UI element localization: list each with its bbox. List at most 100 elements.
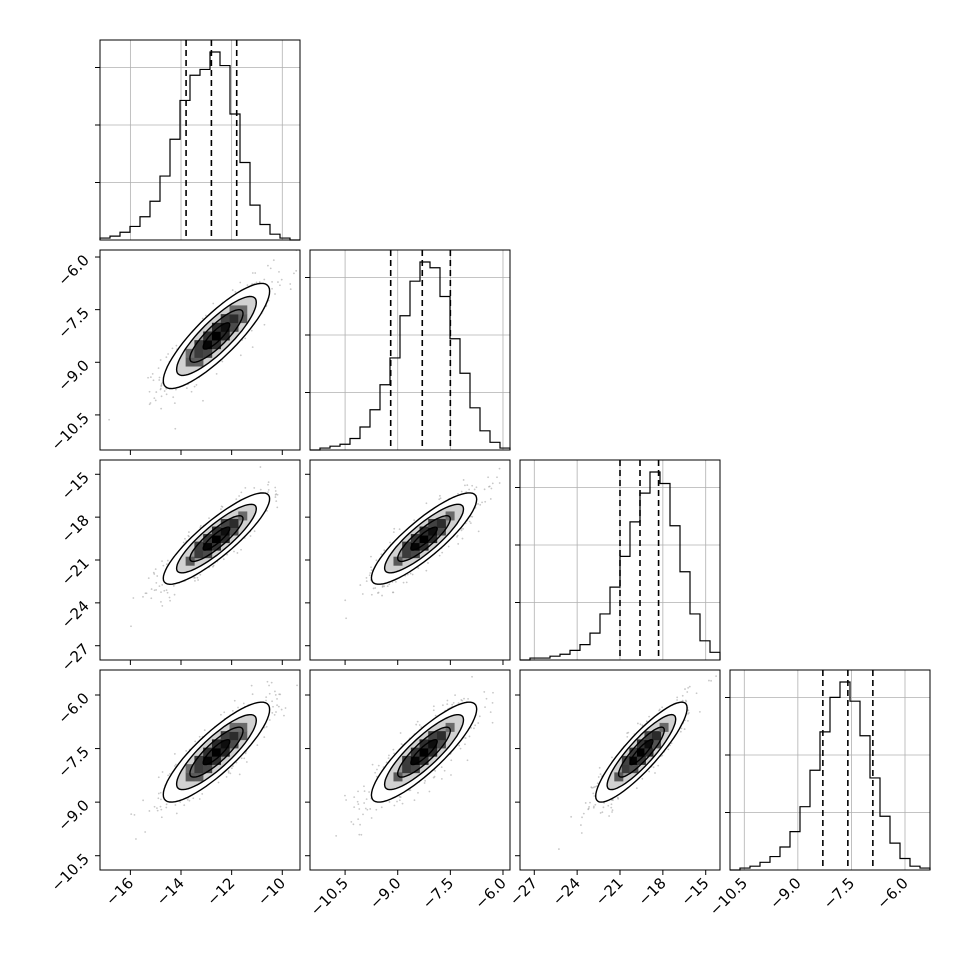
sample-point — [491, 701, 494, 704]
density-cell — [644, 747, 654, 757]
x-tick-label: −12 — [203, 874, 238, 909]
density-cell — [410, 549, 420, 559]
density-cell — [659, 722, 669, 732]
sample-point — [441, 704, 444, 707]
sample-point — [157, 792, 160, 795]
density-cell — [220, 747, 230, 757]
sample-point — [489, 711, 492, 713]
sample-point — [470, 727, 472, 729]
sample-point — [402, 581, 405, 584]
sample-point — [450, 774, 452, 776]
density-cell — [203, 534, 213, 544]
sample-point — [580, 832, 583, 834]
sample-point — [149, 376, 152, 379]
sample-point — [471, 675, 473, 678]
sample-point — [353, 796, 356, 798]
contour-line — [175, 714, 258, 791]
sample-point — [242, 702, 245, 705]
sample-point — [590, 786, 593, 789]
sample-point — [358, 833, 361, 836]
sample-point — [490, 487, 493, 490]
sample-point — [661, 754, 664, 757]
sample-point — [167, 774, 170, 777]
density-cell — [410, 541, 420, 551]
sample-point — [153, 397, 156, 400]
sample-point — [159, 805, 162, 808]
density-cell — [211, 340, 221, 350]
sample-point — [477, 503, 479, 505]
sample-point — [272, 259, 275, 262]
sample-point — [268, 692, 271, 695]
y-tick-label: −27 — [58, 640, 93, 675]
density-cell — [419, 534, 429, 544]
sample-point — [234, 291, 237, 293]
y-tick-label: −6.0 — [54, 251, 92, 289]
density-cell — [614, 772, 624, 782]
sample-point — [658, 709, 660, 712]
sample-point — [592, 786, 595, 789]
sample-point — [293, 272, 295, 275]
sample-point — [450, 759, 453, 762]
contour-line — [175, 295, 258, 377]
contour-line — [410, 739, 438, 766]
sample-point — [265, 696, 268, 699]
sample-point — [173, 593, 176, 596]
density-cell — [203, 541, 213, 551]
density-cell — [402, 755, 412, 765]
sample-point — [570, 815, 573, 818]
sample-point — [477, 722, 480, 724]
sample-point — [259, 466, 262, 468]
density-cell — [203, 340, 213, 350]
sample-point — [484, 500, 487, 503]
sample-point — [446, 699, 449, 702]
sample-point — [212, 564, 215, 567]
sample-point — [232, 765, 234, 768]
sample-point — [432, 705, 435, 708]
sample-point — [688, 711, 690, 714]
y-tick-label: −7.5 — [54, 743, 92, 781]
sample-point — [157, 776, 160, 779]
sample-point — [154, 568, 157, 571]
sample-point — [487, 476, 490, 479]
sample-point — [608, 815, 611, 817]
density-cell — [419, 526, 429, 536]
sample-point — [155, 589, 158, 591]
sample-point — [687, 686, 690, 689]
sample-point — [440, 777, 443, 780]
density-cell — [185, 556, 195, 566]
sample-point — [433, 775, 436, 778]
sample-point — [187, 534, 190, 537]
density-cell — [220, 322, 230, 332]
density-cell — [445, 722, 455, 732]
sample-point — [147, 577, 150, 580]
sample-point — [715, 675, 718, 678]
sample-point — [489, 498, 492, 500]
sample-point — [582, 812, 585, 815]
density-cell — [393, 556, 403, 566]
y-tick-label: −10.5 — [48, 850, 93, 895]
sample-point — [380, 806, 383, 809]
hist-panel-2 — [305, 249, 511, 451]
x-tick-label: −27 — [506, 874, 541, 909]
sample-point — [173, 753, 176, 755]
sample-point — [451, 703, 454, 706]
sample-point — [420, 726, 423, 729]
sample-point — [148, 390, 151, 393]
sample-point — [203, 729, 206, 732]
sample-point — [278, 270, 280, 273]
density-cell — [436, 731, 446, 741]
density-cell — [194, 549, 204, 559]
sample-point — [157, 797, 160, 800]
contour-line — [383, 714, 465, 791]
sample-point — [370, 566, 372, 569]
density-cell — [194, 357, 204, 367]
sample-point — [199, 573, 202, 576]
sample-point — [284, 707, 287, 709]
sample-point — [274, 694, 277, 696]
sample-point — [151, 373, 154, 375]
sample-point — [398, 799, 401, 802]
sample-point — [233, 550, 235, 553]
panel-frame — [99, 249, 301, 451]
hist-panel-1 — [95, 39, 301, 241]
sample-point — [680, 727, 683, 730]
